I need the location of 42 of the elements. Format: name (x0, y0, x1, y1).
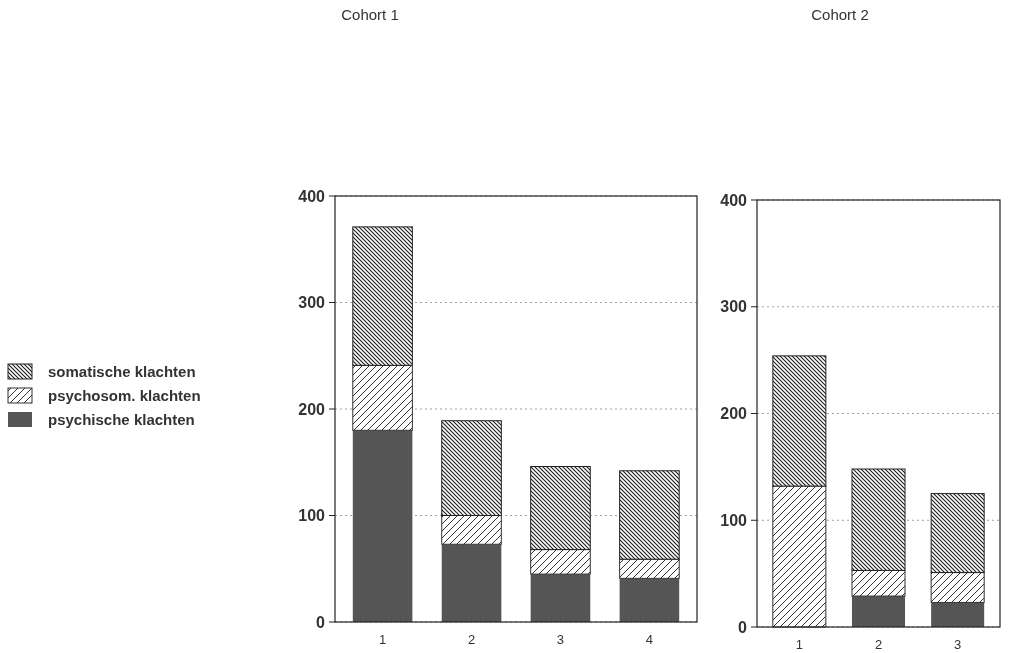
x-tick-label: 3 (556, 632, 565, 647)
y-tick-label: 100 (298, 507, 326, 525)
y-tick-label: 400 (298, 187, 326, 205)
bar (441, 420, 502, 516)
bar (530, 549, 591, 575)
y-tick-label: 0 (316, 613, 326, 631)
bar (772, 485, 827, 628)
y-tick-label: 200 (720, 405, 748, 423)
y-tick-label: 100 (720, 511, 748, 529)
y-tick-label: 300 (720, 298, 748, 316)
x-tick-label: 4 (645, 632, 654, 647)
bar (619, 578, 680, 622)
x-tick-label: 1 (795, 637, 803, 652)
x-tick-label: 3 (954, 637, 962, 652)
y-tick-label: 200 (298, 400, 326, 418)
bar (930, 493, 985, 574)
bar (352, 226, 413, 366)
bar (441, 515, 502, 545)
legend-label: somatische klachten (48, 363, 196, 381)
bar (352, 430, 413, 622)
bar (530, 574, 591, 622)
bar (619, 558, 680, 579)
bar (772, 355, 827, 487)
bar (441, 544, 502, 622)
bar (352, 364, 413, 431)
legend-label: psychische klachten (48, 411, 195, 429)
bar (530, 466, 591, 551)
y-tick-label: 400 (720, 191, 748, 209)
x-tick-label: 2 (467, 632, 476, 647)
chart-title: Cohort 2 (811, 6, 869, 23)
x-tick-label: 2 (874, 637, 883, 652)
chart-title: Cohort 1 (341, 6, 399, 23)
y-tick-label: 0 (738, 618, 748, 636)
bar (619, 470, 680, 560)
y-tick-label: 300 (298, 294, 326, 312)
bar (851, 596, 906, 627)
bar (851, 468, 906, 571)
bar (851, 569, 906, 597)
bar (931, 602, 985, 627)
legend-label: psychosom. klachten (48, 387, 201, 405)
x-tick-label: 1 (378, 632, 387, 647)
bar (930, 572, 985, 603)
